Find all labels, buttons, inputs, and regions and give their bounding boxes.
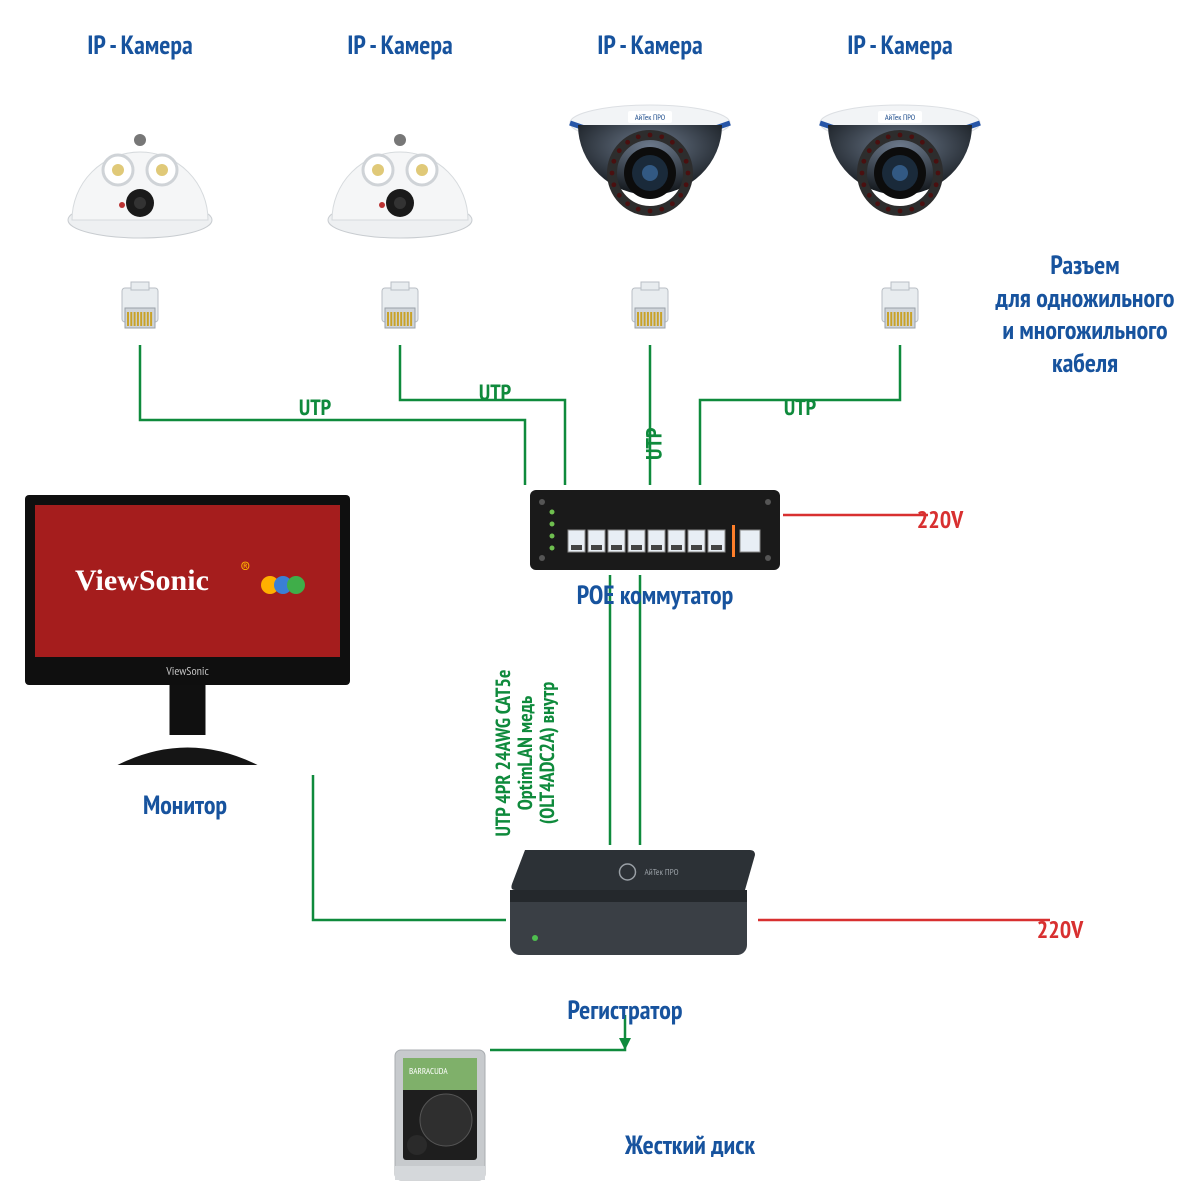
hdd-label: Жесткий диск (580, 1130, 800, 1163)
svg-text:BARRACUDA: BARRACUDA (409, 1066, 448, 1077)
monitor: ViewSonic ® ViewSonic (25, 495, 350, 765)
camera-title: IP - Камера (810, 30, 990, 63)
ip-camera-dome: АйТек ПРО (570, 105, 730, 213)
camera-title: IP - Камера (50, 30, 230, 63)
rj45-icon (382, 282, 418, 328)
camera-title: IP - Камера (310, 30, 490, 63)
svg-text:®: ® (240, 557, 251, 580)
svg-text:ViewSonic: ViewSonic (75, 564, 209, 597)
rj45-icon (882, 282, 918, 328)
utp-cable-spec: UTP 4PR 24AWG CAT5e OptimLAN медь (OLT4A… (492, 623, 558, 883)
monitor-label: Монитор (85, 790, 285, 823)
ip-camera-turret (328, 134, 472, 238)
rj45-icon (122, 282, 158, 328)
ip-camera-dome: АйТек ПРО (820, 105, 980, 213)
hdd: BARRACUDA (395, 1050, 485, 1180)
connector-note: Разъем для одножильного и многожильного … (975, 250, 1195, 380)
svg-text:ViewSonic: ViewSonic (165, 664, 209, 679)
svg-text:АйТек ПРО: АйТек ПРО (645, 867, 679, 878)
rj45-icon (632, 282, 668, 328)
utp-label: UTP (770, 395, 830, 423)
switch-label: POE коммутатор (530, 580, 780, 613)
camera-title: IP - Камера (560, 30, 740, 63)
svg-text:АйТек ПРО: АйТек ПРО (885, 113, 916, 123)
poe-switch (530, 490, 780, 570)
utp-label: UTP (465, 380, 525, 408)
utp-label: UTP (285, 395, 345, 423)
cctv-wiring-diagram: АйТек ПРО АйТек ПРО ViewSonic ® ViewSonic АйТ… (0, 0, 1200, 1200)
power-220v-label: 220V (1020, 915, 1100, 945)
utp-label: UTP (641, 414, 669, 474)
nvr-label: Регистратор (525, 995, 725, 1028)
svg-text:АйТек ПРО: АйТек ПРО (635, 113, 666, 123)
power-220v-label: 220V (900, 505, 980, 535)
ip-camera-turret (68, 134, 212, 238)
